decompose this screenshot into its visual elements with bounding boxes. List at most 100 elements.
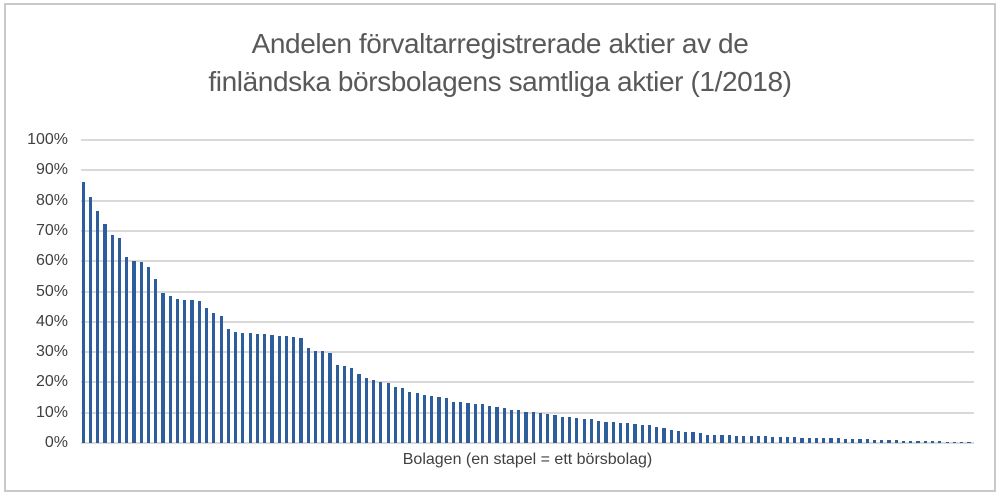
bar xyxy=(916,440,920,443)
bar xyxy=(422,394,426,443)
bar xyxy=(509,409,514,443)
bar xyxy=(655,426,659,443)
y-axis-labels: 100% 90% 80% 70% 60% 50% 40% 30% 20% 10% 0% xyxy=(6,131,68,451)
bar xyxy=(313,350,318,443)
bar xyxy=(517,410,521,443)
bar xyxy=(263,333,267,443)
bar xyxy=(713,435,717,443)
bar xyxy=(495,406,499,443)
y-tick-label: 80% xyxy=(35,191,68,209)
bar xyxy=(800,437,804,443)
bar xyxy=(335,365,339,443)
bar xyxy=(371,379,376,443)
bar xyxy=(865,439,869,443)
bar xyxy=(705,434,710,443)
bar xyxy=(872,439,877,443)
bar xyxy=(212,312,216,443)
bar xyxy=(858,439,862,443)
bar xyxy=(945,441,949,443)
bar xyxy=(393,386,397,443)
bar xyxy=(241,332,245,443)
bar xyxy=(560,416,564,443)
bar xyxy=(154,278,158,443)
bar xyxy=(742,435,746,443)
bar xyxy=(691,432,695,443)
bar xyxy=(604,421,608,443)
bar xyxy=(633,423,637,443)
bar xyxy=(466,403,470,443)
bar xyxy=(793,437,797,443)
chart-title: Andelen förvaltarregistrerade aktier av … xyxy=(6,25,994,101)
bar xyxy=(132,260,136,443)
bar xyxy=(197,300,201,443)
bar xyxy=(117,237,122,443)
y-tick-label: 30% xyxy=(35,343,68,361)
bar xyxy=(444,398,448,443)
bar xyxy=(451,401,456,443)
gridline-100% xyxy=(81,139,974,141)
y-tick-label: 0% xyxy=(44,434,68,451)
bar xyxy=(459,402,463,443)
bar xyxy=(836,438,840,443)
bar xyxy=(771,436,775,443)
gridline-50% xyxy=(81,290,974,293)
bar xyxy=(662,428,666,443)
y-tick-label: 70% xyxy=(35,221,68,239)
bar xyxy=(88,196,93,443)
bar xyxy=(829,438,833,443)
bar xyxy=(901,440,906,443)
bar xyxy=(568,417,572,443)
bar xyxy=(488,406,492,443)
bar xyxy=(676,430,681,443)
bar xyxy=(125,257,129,443)
bar xyxy=(328,353,332,443)
gridline-0% xyxy=(81,442,974,444)
bar xyxy=(531,412,535,443)
bar xyxy=(589,419,593,443)
bar xyxy=(894,440,898,443)
chart-frame: Andelen förvaltarregistrerade aktier av … xyxy=(4,3,996,492)
bar xyxy=(727,435,731,443)
bar xyxy=(81,181,85,443)
bar xyxy=(546,413,550,443)
bar xyxy=(814,437,819,443)
bar xyxy=(778,436,782,443)
bar xyxy=(415,393,419,443)
bar xyxy=(255,333,259,443)
bar xyxy=(785,436,789,443)
y-tick-label: 10% xyxy=(35,403,68,421)
x-axis-label: Bolagen (en stapel = ett börsbolag) xyxy=(402,451,653,468)
bar xyxy=(851,439,855,443)
bar xyxy=(205,307,209,443)
bar xyxy=(277,336,281,443)
bar xyxy=(575,418,579,443)
bar xyxy=(764,436,768,443)
bar xyxy=(611,422,615,443)
bar xyxy=(96,211,100,443)
bar xyxy=(502,408,506,443)
bar xyxy=(146,266,151,443)
bar xyxy=(952,441,956,443)
y-tick-label: 100% xyxy=(27,131,68,148)
gridline-30% xyxy=(81,351,974,354)
y-tick-label: 60% xyxy=(35,252,68,270)
bar xyxy=(887,440,891,443)
bar xyxy=(698,433,702,443)
bar xyxy=(161,292,165,443)
bar xyxy=(350,368,354,443)
bar xyxy=(923,440,927,443)
bar xyxy=(756,436,760,443)
bar xyxy=(401,387,405,443)
bar xyxy=(807,437,811,443)
gridline-20% xyxy=(81,381,974,384)
bar xyxy=(749,436,753,443)
chart-title-line-2: finländska börsbolagens samtliga aktier … xyxy=(208,66,792,97)
gridline-40% xyxy=(81,320,974,323)
bar xyxy=(357,374,361,443)
bar xyxy=(597,420,601,443)
gridline-90% xyxy=(81,169,974,172)
bar xyxy=(168,296,172,443)
plot-area xyxy=(81,139,974,444)
bar xyxy=(669,429,673,443)
gridline-80% xyxy=(81,199,974,202)
